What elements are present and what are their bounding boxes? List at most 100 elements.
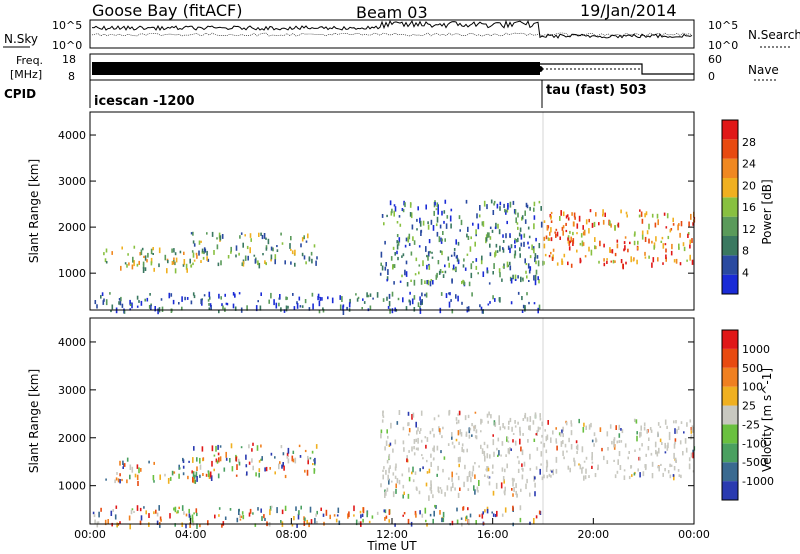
velocity-cell [338,520,341,525]
velocity-cell [430,453,432,458]
velocity-cell [353,505,355,512]
velocity-cell [474,489,476,495]
power-cell [470,263,473,270]
power-cell [638,214,641,218]
power-cell [480,306,483,310]
power-cell [624,245,626,251]
velocity-cell [562,450,564,456]
noise-sky-trace [91,19,693,39]
velocity-cell [664,451,667,454]
velocity-cell [628,451,630,454]
velocity-cell [486,413,489,418]
velocity-cell [195,471,198,478]
power-cell [475,229,477,235]
power-cell [572,221,575,227]
velocity-cell [384,509,387,514]
power-cell [318,300,321,307]
power-cell [502,240,505,243]
velocity-cell [329,514,331,520]
velocity-cell [450,486,452,492]
power-cell [689,239,691,245]
power-cell [216,237,218,240]
velocity-cell [313,468,316,474]
velocity-cell [455,438,458,442]
power-cell [427,279,430,286]
nave-label: Nave [748,63,779,77]
velocity-cell [117,478,120,483]
power-colorbar-swatch [722,158,738,178]
velocity-cell [153,461,155,465]
velocity-cell [492,439,495,446]
power-cell [689,254,691,261]
cpid-label: CPID [4,87,36,101]
power-cell [235,245,238,251]
velocity-cell [690,427,693,431]
power-cell [311,258,313,264]
velocity-cell [238,509,240,515]
power-cell [602,214,604,217]
power-cell [451,279,453,284]
power-cell [670,228,673,231]
velocity-cell [673,443,676,449]
velocity-cell [213,468,215,472]
velocity-cell [474,474,476,479]
velocity-colorbar-swatch [722,405,738,425]
power-cell [438,270,441,275]
velocity-cell [503,426,506,430]
velocity-cell [218,457,220,463]
power-cell [644,213,646,218]
power-cell [556,262,559,266]
power-cell [555,233,557,238]
velocity-cell [264,467,266,472]
velocity-cell [143,506,145,509]
power-cell [342,305,344,311]
power-cell [533,302,536,305]
velocity-cell [655,449,657,455]
velocity-cell [535,515,538,519]
velocity-cell [105,478,107,481]
velocity-cell [159,516,162,521]
power-colorbar-frame [721,119,739,295]
velocity-cell [415,421,417,428]
noise-left-tick-top: 10^5 [52,19,82,32]
power-cell [193,259,196,262]
velocity-cell [480,418,482,425]
power-cell [636,259,638,265]
velocity-cell [497,437,500,442]
power-cell [232,292,235,296]
velocity-cell [616,470,619,474]
velocity-cell [193,474,196,479]
velocity-cell [386,429,388,434]
power-cell [521,296,523,301]
power-cell [498,268,501,273]
velocity-cell [504,486,506,492]
velocity-cell [480,444,482,449]
velocity-cell [304,517,306,522]
power-cell [149,293,151,296]
velocity-cell [511,488,513,491]
velocity-cell [593,432,596,437]
velocity-cell [636,435,638,442]
power-cell [167,259,169,264]
power-cell [307,233,309,239]
velocity-cell [207,520,209,526]
velocity-cell [308,522,310,528]
power-cell [304,299,307,304]
power-cell [589,209,592,213]
power-cell [446,215,449,219]
velocity-cell [451,471,453,478]
power-cell [534,253,537,259]
velocity-cell [633,472,636,476]
velocity-cell [382,474,384,480]
power-cell [232,303,235,309]
velocity-cell [416,487,418,491]
power-cell [206,256,208,261]
power-cell [397,241,400,246]
power-cell [420,279,423,285]
velocity-cell [236,517,239,523]
power-cell [105,261,108,264]
power-cell [568,240,571,246]
power-cell [144,267,147,271]
power-cell [399,223,402,227]
